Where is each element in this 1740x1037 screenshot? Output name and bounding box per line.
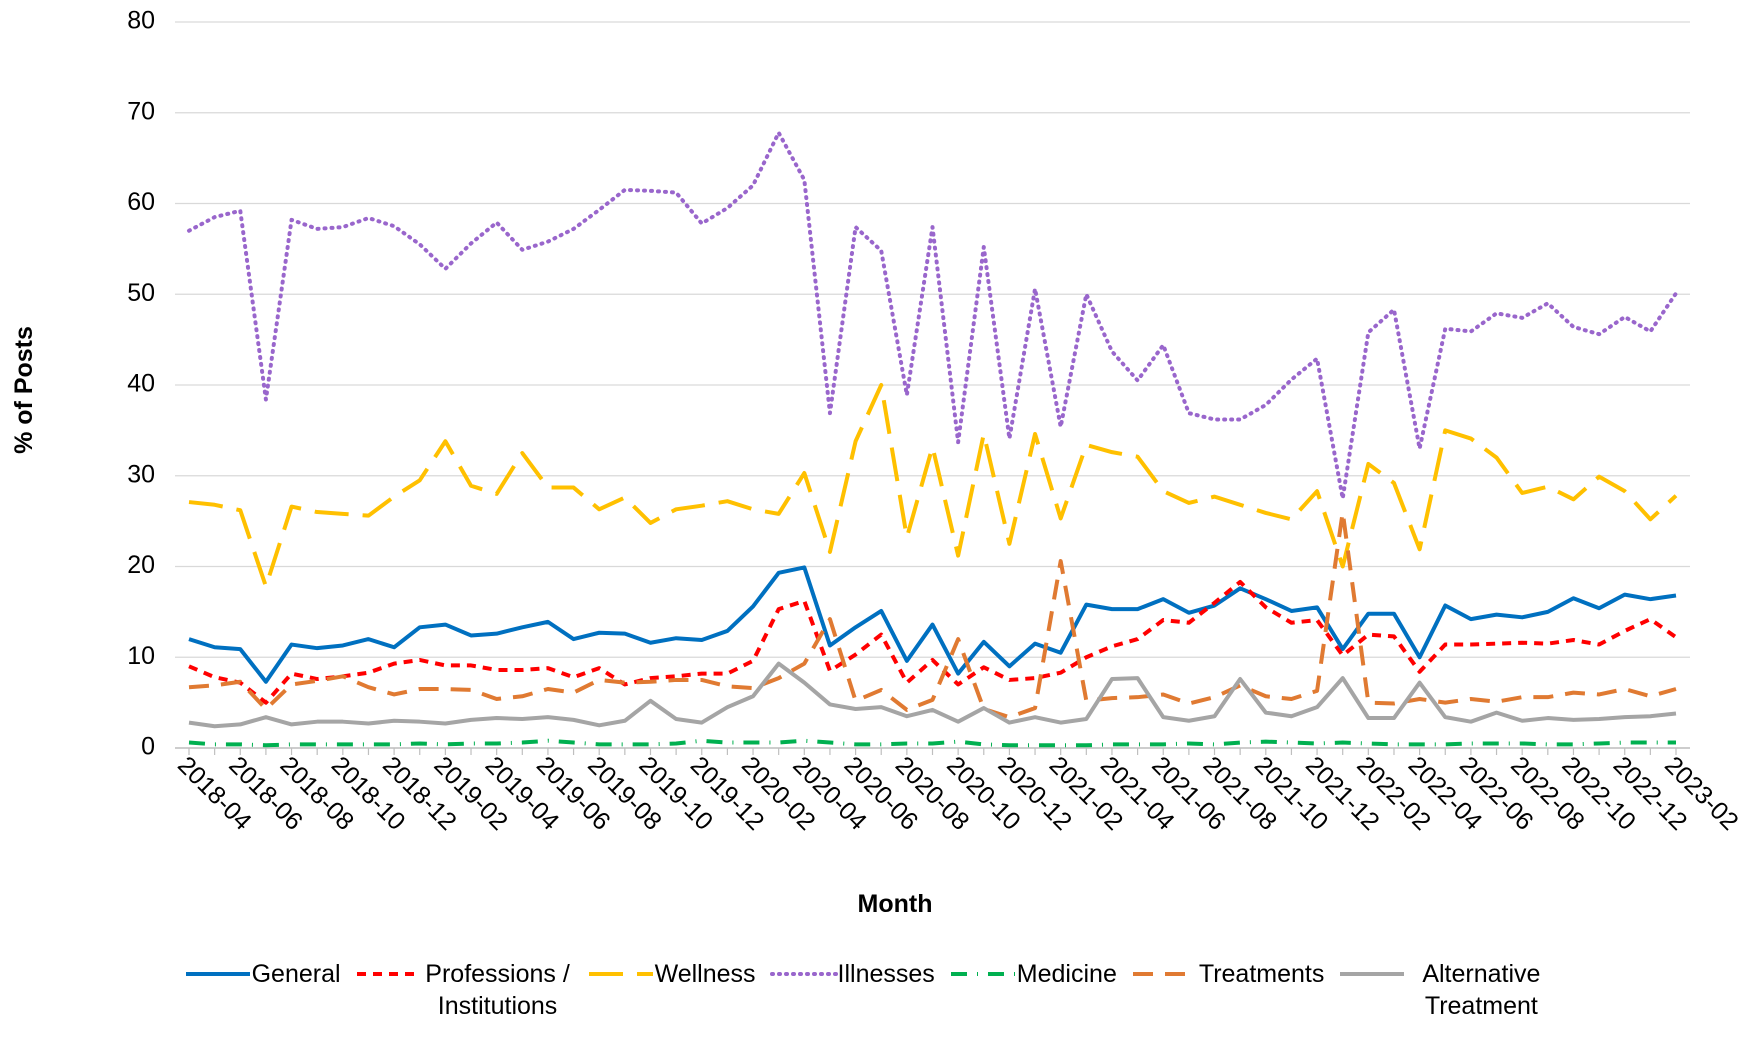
y-tick-label: 20 — [127, 551, 155, 579]
legend-item: Medicine — [949, 958, 1117, 1022]
legend-label: Alternative Treatment — [1422, 960, 1541, 1020]
legend-label: Illnesses — [837, 960, 935, 988]
legend-swatch — [769, 972, 838, 976]
series-line — [188, 579, 1678, 705]
legend-swatch — [1340, 972, 1405, 976]
series-line — [188, 738, 1676, 748]
legend-label: Professions / Institutions — [425, 960, 570, 1020]
legend: General Professions / Institutions Wellnes… — [0, 958, 1740, 1022]
y-tick-label: 70 — [127, 97, 155, 125]
y-tick-label: 30 — [127, 460, 155, 488]
legend-label: General — [251, 960, 341, 988]
legend-swatch — [185, 972, 250, 976]
series-line — [187, 130, 1678, 501]
chart: % of Posts Month 010203040506070802018-0… — [10, 7, 1740, 918]
legend-item: Professions / Institutions — [355, 958, 573, 1022]
legend-item: Treatments — [1131, 958, 1325, 1022]
y-tick-label: 50 — [127, 279, 155, 307]
legend-item: Wellness — [587, 958, 756, 1022]
y-tick-label: 10 — [127, 642, 155, 670]
legend-item: Illnesses — [769, 958, 935, 1022]
series-line — [188, 661, 1677, 729]
y-axis-title: % of Posts — [10, 326, 38, 454]
legend-label: Wellness — [654, 960, 756, 988]
legend-swatch — [356, 972, 421, 976]
legend-item: General — [184, 958, 341, 1022]
legend-label: Medicine — [1016, 960, 1117, 988]
x-axis-title: Month — [858, 890, 933, 918]
y-tick-label: 60 — [127, 188, 155, 216]
legend-swatch — [950, 972, 1015, 976]
y-tick-label: 40 — [127, 370, 155, 398]
legend-swatch — [588, 972, 653, 976]
legend-label: Treatments — [1198, 960, 1325, 988]
y-tick-label: 80 — [127, 7, 155, 35]
series-line — [188, 383, 1678, 589]
legend-swatch — [1132, 972, 1197, 976]
legend-item: Alternative Treatment — [1338, 958, 1556, 1022]
y-tick-label: 0 — [141, 733, 155, 761]
series-line — [188, 510, 1677, 720]
series-line — [188, 565, 1677, 684]
